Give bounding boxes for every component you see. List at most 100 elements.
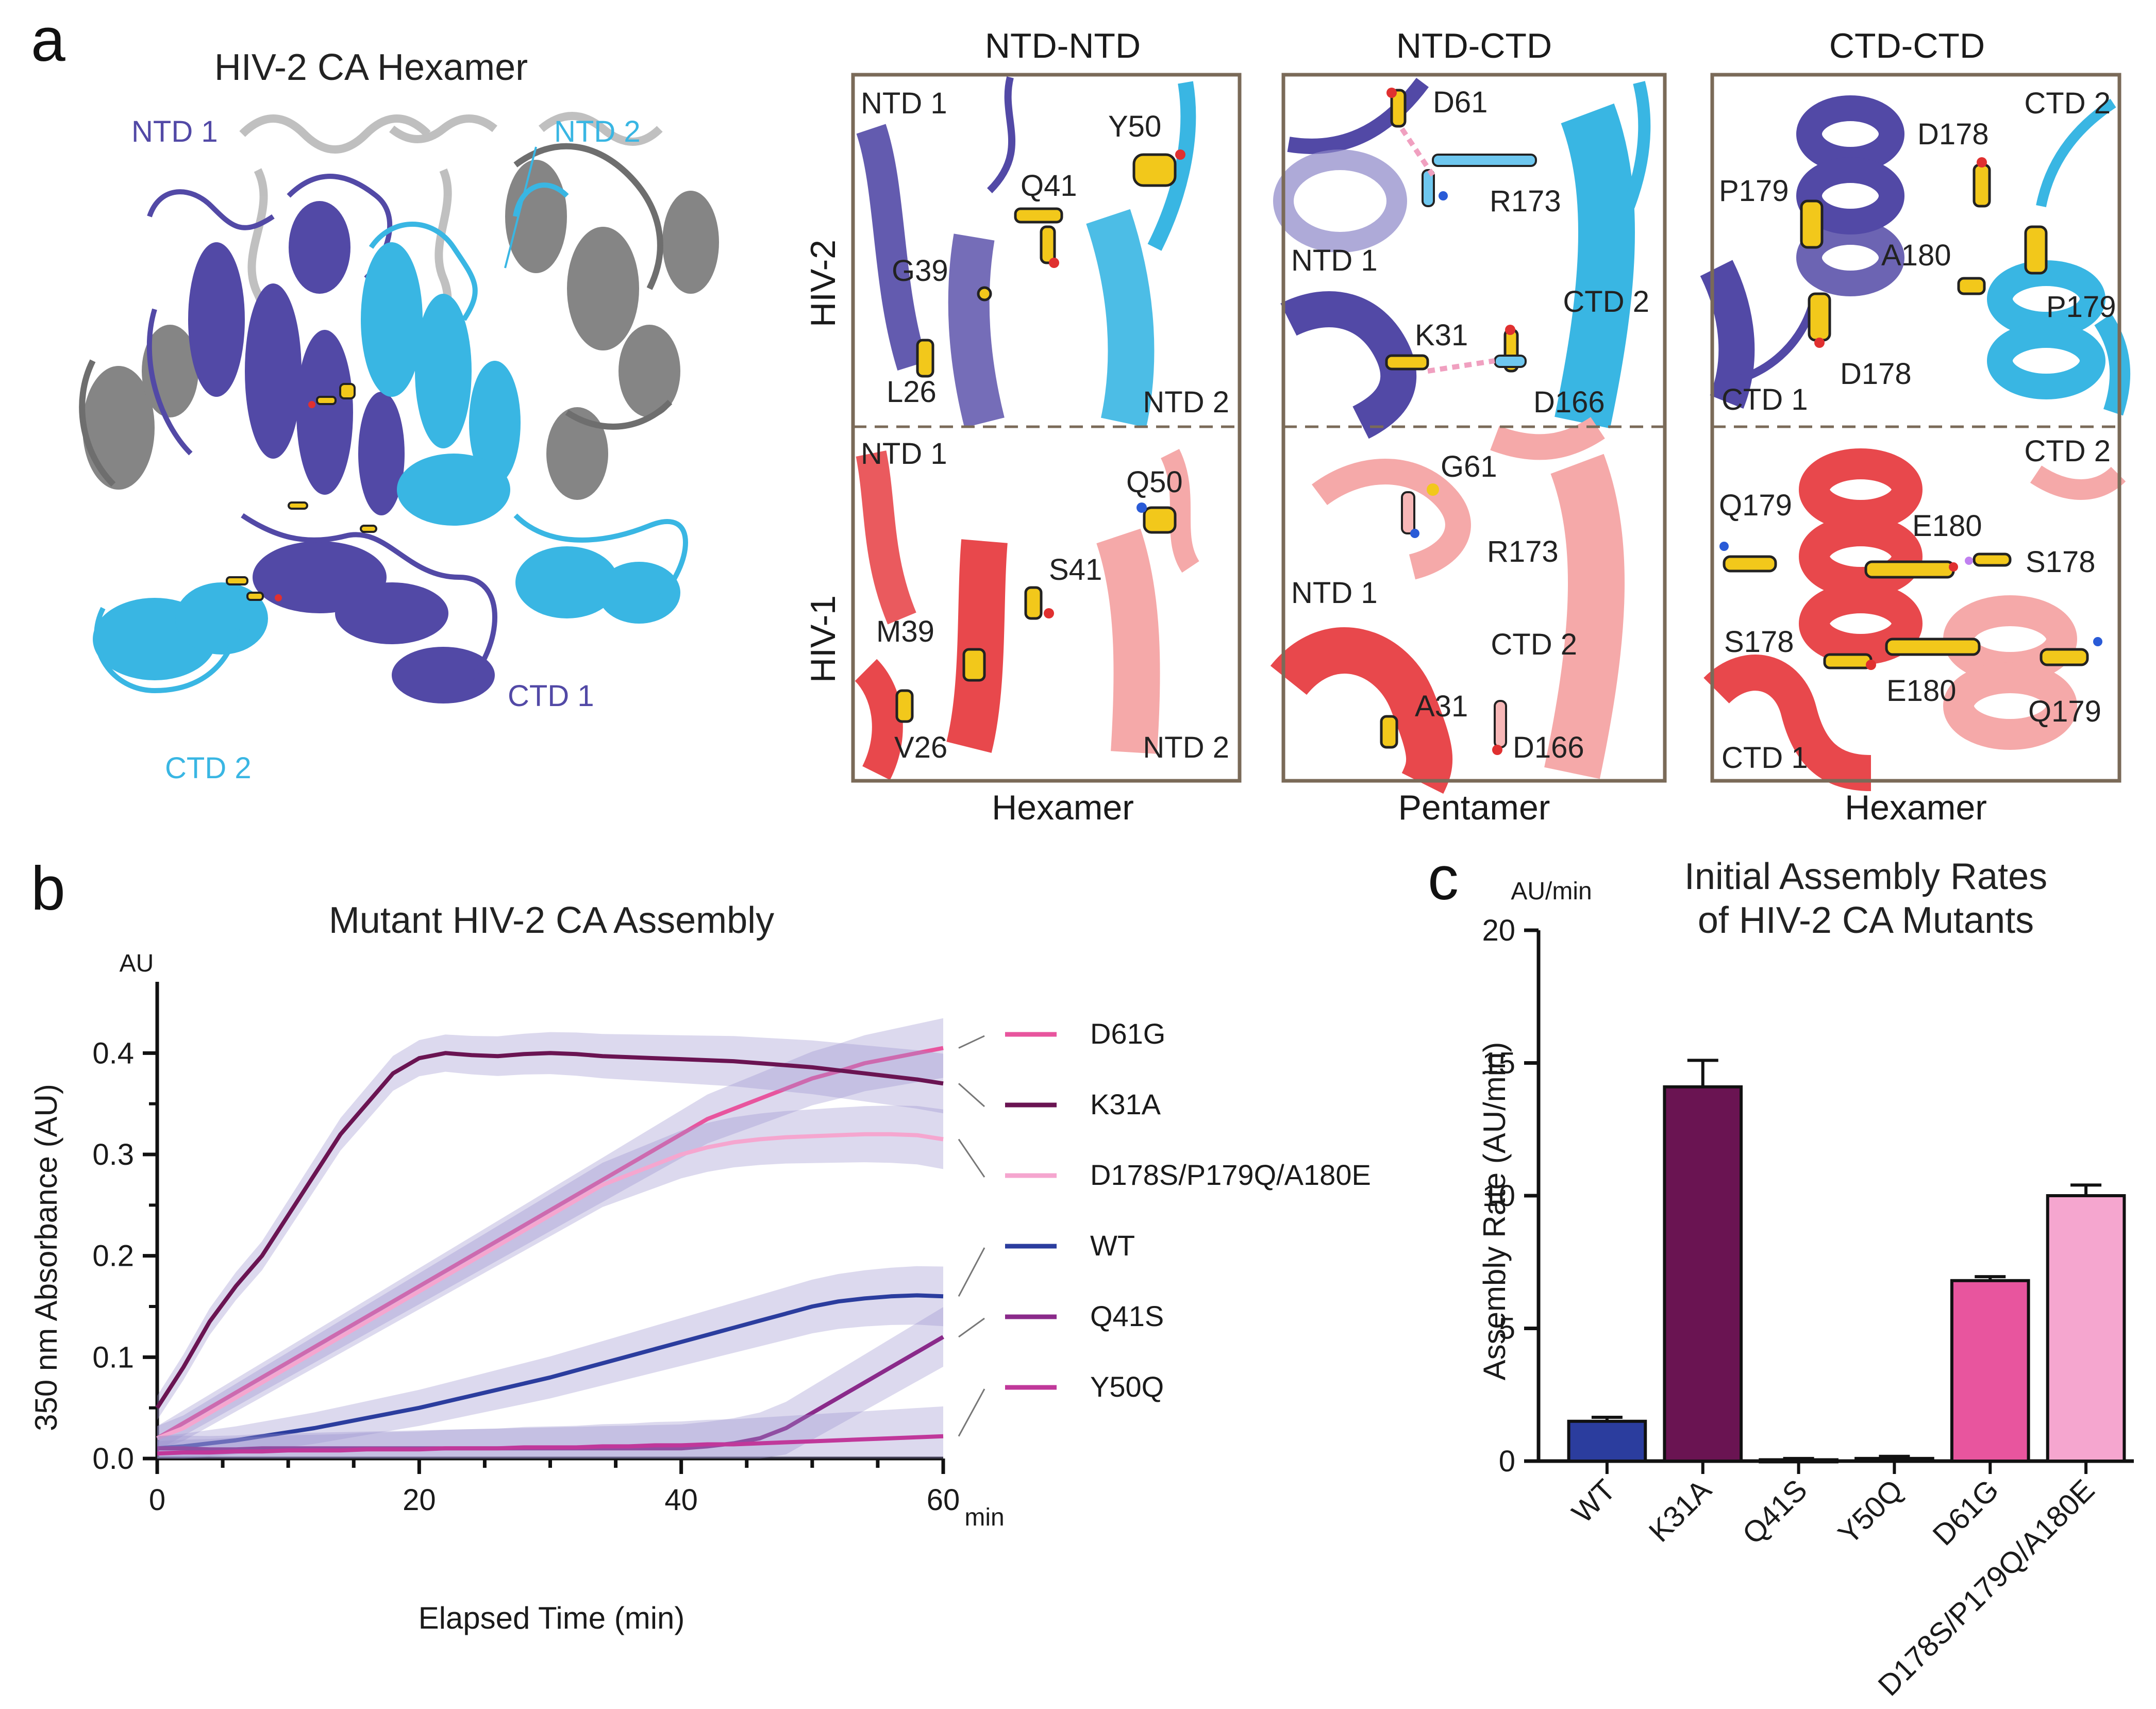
legend-leader-line — [958, 1317, 985, 1338]
legend-label: K31A — [1090, 1088, 1161, 1120]
hexamer-label-ctd1: CTD 1 — [508, 679, 594, 713]
res-ntd-ntd-hiv2-l26: L26 — [887, 375, 937, 409]
interface-frame-ctd-ctd: CTD 2 D178 P179 A180 P179 D178 CTD 1 CTD… — [1700, 73, 2131, 791]
res-ntd-ntd-hiv1-s41: S41 — [1049, 553, 1102, 587]
res-ctd-ctd-hiv1-e180-bottom: E180 — [1886, 674, 1956, 708]
bar — [1854, 1456, 1934, 1463]
panel-a-title: HIV-2 CA Hexamer — [214, 47, 528, 88]
legend-leader-line — [958, 1035, 985, 1049]
legend-leader-line — [958, 1388, 985, 1437]
res-ntd-ntd-hiv2-q41: Q41 — [1021, 169, 1077, 203]
res-ntd-ctd-hiv1-ctd2: CTD 2 — [1491, 628, 1577, 661]
chart-b-unit-au: AU — [120, 950, 154, 977]
res-ntd-ctd-hiv2-ntd1: NTD 1 — [1291, 244, 1378, 277]
bar — [1567, 1419, 1647, 1463]
interface-frame-ntd-ntd: NTD 1 Y50 Q41 G39 L26 NTD 2 NTD 1 Q50 S4… — [851, 73, 1242, 783]
series-line — [157, 1293, 944, 1451]
series-line — [156, 1132, 944, 1440]
series-error-band — [157, 1266, 943, 1459]
interface-frame-ntd-ctd: D61 R173 NTD 1 CTD 2 K31 D166 G61 R173 N… — [1270, 73, 1667, 794]
res-ctd-ctd-hiv1-s178-left: S178 — [1724, 625, 1794, 659]
res-ctd-ctd-hiv2-d178-bottom: D178 — [1840, 357, 1912, 391]
legend-label: D61G — [1090, 1017, 1165, 1050]
legend-label: WT — [1090, 1229, 1135, 1262]
ntd-ntd-hiv1-art — [854, 449, 1200, 780]
chart-b-xlabel: Elapsed Time (min) — [419, 1601, 685, 1635]
interface-footer-ntd-ctd: Pentamer — [1398, 788, 1550, 827]
res-ntd-ctd-hiv2-ctd2: CTD 2 — [1563, 285, 1649, 319]
res-ctd-ctd-hiv2-d178-top: D178 — [1917, 118, 1989, 151]
ctd-ctd-hiv2-art — [1700, 95, 2131, 416]
chart-c-ylabel: Assembly Rate (AU/min) — [1477, 1042, 1512, 1381]
row-label-hiv1: HIV-1 — [804, 595, 843, 683]
chart-c-title-line1: Initial Assembly Rates — [1684, 856, 2047, 897]
panel-c-letter: c — [1428, 844, 1459, 913]
res-ntd-ntd-hiv1-ntd2: NTD 2 — [1143, 731, 1229, 764]
interface-footer-ntd-ntd: Hexamer — [992, 788, 1134, 827]
y-tick-label: 0 — [1499, 1445, 1515, 1478]
chart-c-unit: AU/min — [1511, 878, 1592, 905]
panel-b-letter: b — [31, 854, 65, 923]
ntd-ctd-hiv2-art — [1273, 77, 1651, 439]
x-tick-label: 20 — [403, 1483, 436, 1517]
res-ntd-ntd-hiv1-v26: V26 — [894, 731, 947, 764]
res-ctd-ctd-hiv2-p179-left: P179 — [1719, 174, 1789, 208]
chart-b-ylabel: 350 nm Absorbance (AU) — [29, 1084, 63, 1431]
x-tick-label: 0 — [149, 1483, 165, 1517]
series-line — [157, 1434, 944, 1456]
res-ntd-ntd-hiv1-q50: Q50 — [1126, 465, 1183, 499]
line-chart: 0.0 0.1 0.2 0.3 0.4 0 20 40 60 D61G K31A D178S/P179… — [92, 982, 1371, 1517]
res-ctd-ctd-hiv1-ctd1: CTD 1 — [1722, 741, 1808, 775]
x-tick-label: 60 — [927, 1483, 960, 1517]
hexamer-illustration — [79, 112, 719, 703]
y-tick-label: 0.4 — [92, 1036, 134, 1070]
x-tick-label: K31A — [1643, 1473, 1718, 1549]
panel-a-letter: a — [31, 5, 65, 74]
res-ctd-ctd-hiv1-s178-right: S178 — [2026, 545, 2095, 579]
y-tick-label: 0.2 — [92, 1239, 134, 1273]
x-tick-label: D61G — [1926, 1473, 2005, 1552]
res-ctd-ctd-hiv2-p179-right: P179 — [2046, 290, 2116, 324]
interface-header-ntd-ntd: NTD-NTD — [985, 26, 1141, 65]
y-tick-label: 0.1 — [92, 1341, 134, 1374]
chart-b-unit-min: min — [964, 1504, 1004, 1531]
res-ntd-ctd-hiv2-d166: D166 — [1533, 386, 1605, 419]
ctd-ctd-hiv1-art — [1703, 448, 2126, 791]
res-ctd-ctd-hiv2-ctd1: CTD 1 — [1722, 383, 1808, 416]
y-tick-label: 15 — [1482, 1047, 1515, 1080]
res-ctd-ctd-hiv1-q179-bottom: Q179 — [2028, 695, 2101, 728]
y-tick-label: 5 — [1499, 1312, 1515, 1346]
series-line — [155, 1051, 944, 1409]
legend-leader-line — [958, 1138, 985, 1178]
y-tick-label: 10 — [1482, 1179, 1515, 1213]
res-ntd-ctd-hiv1-d166: D166 — [1513, 731, 1584, 764]
res-ctd-ctd-hiv1-ctd2: CTD 2 — [2024, 434, 2111, 468]
ntd-ntd-hiv2-art — [856, 76, 1196, 428]
res-ntd-ntd-hiv2-ntd2: NTD 2 — [1143, 386, 1229, 419]
res-ctd-ctd-hiv1-e180-top: E180 — [1912, 509, 1982, 543]
series-line — [156, 1046, 944, 1440]
y-tick-label: 0.3 — [92, 1138, 134, 1171]
res-ntd-ntd-hiv1-ntd1: NTD 1 — [861, 437, 947, 471]
bar — [1950, 1279, 2030, 1463]
legend-label: D178S/P179Q/A180E — [1090, 1159, 1371, 1191]
res-ntd-ctd-hiv1-g61: G61 — [1441, 450, 1497, 483]
res-ntd-ctd-hiv2-d61: D61 — [1433, 86, 1488, 119]
legend-leader-line — [958, 1083, 985, 1108]
res-ntd-ntd-hiv2-g39: G39 — [892, 254, 948, 288]
series-error-band — [157, 1307, 943, 1459]
interface-header-ctd-ctd: CTD-CTD — [1829, 26, 1985, 65]
bar — [1663, 1085, 1743, 1463]
res-ntd-ntd-hiv2-ntd1: NTD 1 — [861, 87, 947, 120]
res-ntd-ntd-hiv2-y50: Y50 — [1108, 110, 1161, 143]
bar — [2046, 1194, 2126, 1463]
hexamer-label-ntd1: NTD 1 — [131, 115, 218, 148]
row-label-hiv2: HIV-2 — [804, 240, 843, 327]
legend-leader-line — [958, 1247, 985, 1297]
res-ntd-ctd-hiv2-r173: R173 — [1490, 185, 1561, 218]
legend-label: Y50Q — [1090, 1370, 1164, 1403]
x-tick-label: Y50Q — [1832, 1473, 1910, 1551]
hexamer-label-ctd2: CTD 2 — [165, 751, 252, 785]
